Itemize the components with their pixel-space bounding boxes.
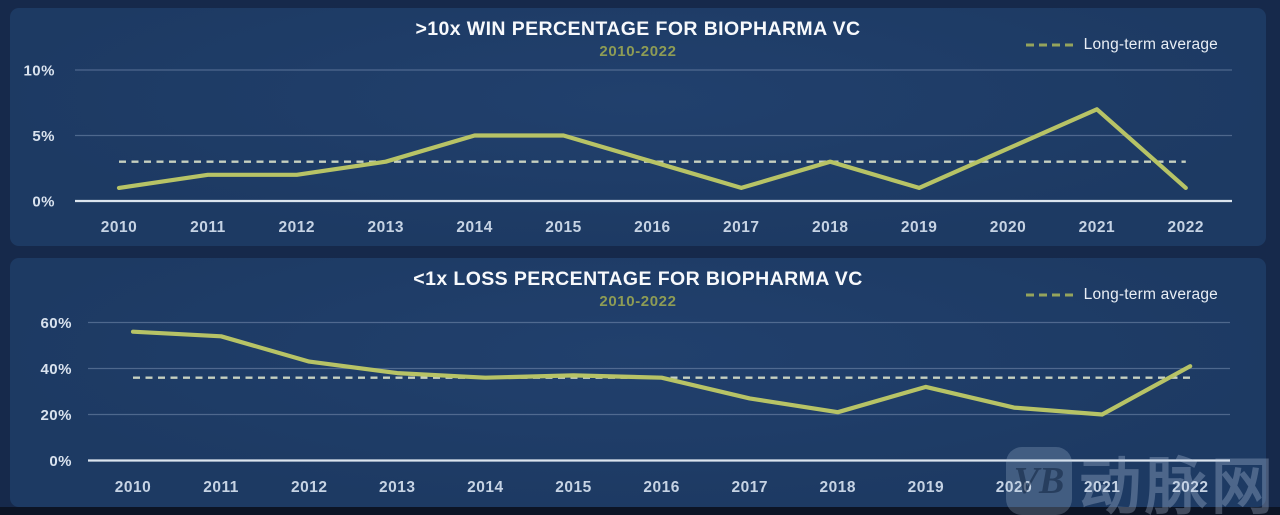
dashed-line-legend-icon xyxy=(1025,43,1074,47)
svg-text:0%: 0% xyxy=(49,453,72,470)
win-chart-plot: 0% 5% 10% 2010 2011 2012 2013 2014 2015 2016 2017 2… xyxy=(23,63,1232,236)
win-chart-title: >10x WIN PERCENTAGE FOR BIOPHARMA VC xyxy=(415,18,861,40)
svg-text:2015: 2015 xyxy=(555,479,591,496)
loss-chart-legend: Long-term average xyxy=(1025,286,1218,304)
svg-text:2016: 2016 xyxy=(634,219,670,236)
svg-text:2019: 2019 xyxy=(908,479,944,496)
loss-chart-title: <1x LOSS PERCENTAGE FOR BIOPHARMA VC xyxy=(413,268,863,290)
win-chart-legend: Long-term average xyxy=(1025,36,1218,54)
svg-text:2017: 2017 xyxy=(723,219,759,236)
svg-text:2021: 2021 xyxy=(1079,219,1115,236)
svg-text:20%: 20% xyxy=(40,407,72,424)
svg-text:2010: 2010 xyxy=(115,479,151,496)
legend-label: Long-term average xyxy=(1083,36,1218,53)
svg-text:2013: 2013 xyxy=(379,479,415,496)
svg-text:2012: 2012 xyxy=(279,219,315,236)
svg-text:2015: 2015 xyxy=(545,219,581,236)
svg-text:2011: 2011 xyxy=(190,219,226,236)
svg-text:2022: 2022 xyxy=(1172,479,1208,496)
svg-text:2014: 2014 xyxy=(467,479,503,496)
svg-text:2020: 2020 xyxy=(990,219,1026,236)
svg-text:2014: 2014 xyxy=(456,219,492,236)
svg-text:2017: 2017 xyxy=(731,479,767,496)
svg-text:2019: 2019 xyxy=(901,219,937,236)
svg-text:60%: 60% xyxy=(40,315,72,332)
win-chart-subtitle: 2010-2022 xyxy=(599,43,677,60)
win-chart-panel: >10x WIN PERCENTAGE FOR BIOPHARMA VC 201… xyxy=(10,8,1266,246)
svg-text:2012: 2012 xyxy=(291,479,327,496)
loss-chart-plot: 0% 20% 40% 60% 2010 2011 2012 2013 2014 2015 2016 2… xyxy=(40,315,1230,496)
svg-text:2021: 2021 xyxy=(1084,479,1120,496)
svg-text:2013: 2013 xyxy=(367,219,403,236)
bottom-edge-strip xyxy=(0,507,1280,515)
svg-text:40%: 40% xyxy=(40,361,72,378)
svg-text:2011: 2011 xyxy=(203,479,239,496)
dashed-line-legend-icon xyxy=(1025,293,1074,297)
legend-label: Long-term average xyxy=(1083,286,1218,303)
loss-chart-panel: <1x LOSS PERCENTAGE FOR BIOPHARMA VC 201… xyxy=(10,258,1266,507)
svg-text:2016: 2016 xyxy=(643,479,679,496)
svg-text:0%: 0% xyxy=(32,194,55,211)
svg-text:2018: 2018 xyxy=(820,479,856,496)
svg-text:5%: 5% xyxy=(32,128,55,145)
svg-text:2018: 2018 xyxy=(812,219,848,236)
svg-text:10%: 10% xyxy=(23,63,55,80)
svg-text:2022: 2022 xyxy=(1168,219,1204,236)
svg-text:2010: 2010 xyxy=(101,219,137,236)
svg-text:2020: 2020 xyxy=(996,479,1032,496)
loss-chart-subtitle: 2010-2022 xyxy=(599,293,677,310)
